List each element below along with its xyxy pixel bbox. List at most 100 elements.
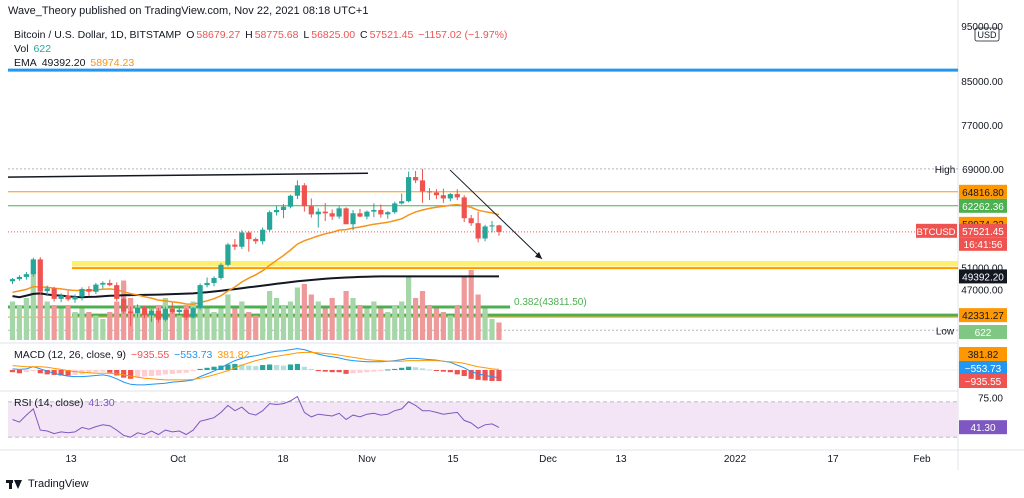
macd-hist-bar [412, 367, 419, 370]
volume-bar [225, 294, 231, 340]
volume-bar [392, 305, 398, 340]
volume-bar [308, 294, 314, 340]
price-label-box [959, 161, 1007, 176]
macd-signal-line [12, 351, 500, 381]
volume-bar [280, 305, 287, 340]
ema-fast-line [12, 203, 500, 306]
price-axis-tick: 95000.00 [961, 22, 1003, 33]
candle-body [419, 180, 426, 192]
tradingview-logo-icon [6, 478, 22, 490]
time-axis-tick: Feb [913, 454, 931, 465]
symbol-label-box [916, 223, 957, 238]
price-axis-tick: 51000.00 [961, 264, 1003, 275]
macd-hist-bar [385, 369, 391, 371]
volume-bar [79, 308, 85, 340]
volume-bar [9, 301, 16, 340]
volume-bar [190, 301, 196, 340]
volume-bar [16, 305, 23, 340]
macd-hist-bar [280, 365, 287, 370]
macd-hist-bar [447, 370, 453, 373]
candle-body [9, 279, 16, 282]
fib-0382-label: 0.382(43811.50) [514, 297, 587, 308]
macd-hist-bar [419, 368, 426, 370]
candle-body [134, 307, 141, 314]
rsi-line [12, 395, 500, 438]
candle-body [30, 259, 36, 275]
ema-slow-value: 49392.20 [41, 57, 86, 69]
rsi-legend: RSI (14, close) 41.30 [14, 397, 117, 409]
volume-bar [301, 284, 307, 340]
volume-bar [496, 322, 502, 340]
candle-body [454, 194, 460, 198]
volume-label: Vol [14, 43, 29, 55]
candle-body [392, 203, 398, 213]
candle-body [343, 208, 349, 225]
volume-bar [169, 312, 175, 340]
candle-body [148, 310, 155, 316]
macd-hist-bar [190, 370, 196, 372]
volume-bar [461, 277, 467, 340]
low-label: L [303, 29, 310, 41]
volume-bar [489, 319, 495, 340]
close-label: C [359, 29, 368, 41]
time-axis-tick: Oct [170, 454, 186, 465]
macd-hist-bar [273, 365, 280, 370]
candle-body [461, 197, 467, 219]
macd-hist-bar [23, 370, 29, 373]
volume-bar [364, 308, 370, 340]
macd-hist-bar [9, 370, 16, 373]
volume-bar [155, 305, 162, 340]
candle-body [121, 298, 127, 312]
candle-body [239, 232, 245, 247]
candle-body [79, 288, 85, 297]
macd-line [12, 348, 500, 386]
candle-body [273, 209, 280, 213]
candle-body [37, 259, 43, 292]
footer-brand[interactable]: TradingView [6, 478, 89, 490]
macd-hist-bar [392, 368, 398, 370]
candle-body [475, 223, 481, 239]
volume-bar [447, 315, 453, 340]
price-label-box [959, 269, 1007, 284]
volume-bar [378, 308, 384, 340]
macd-hist-bar [93, 370, 99, 373]
symbol-legend: Bitcoin / U.S. Dollar, 1D, BITSTAMP O 586… [14, 29, 509, 41]
price-axis-tick: 77000.00 [961, 121, 1003, 132]
volume-bar [350, 298, 356, 340]
open-value: 58679.27 [196, 29, 241, 41]
macd-hist-bar [322, 370, 328, 372]
macd-hist-bar [51, 370, 57, 375]
volume-bar [148, 308, 155, 340]
macd-hist-bar [350, 370, 356, 374]
candle-body [232, 244, 238, 247]
candle-body [482, 226, 488, 239]
upper-trendline [7, 172, 369, 178]
volume-bar [107, 312, 113, 340]
ema-fast-value: 58974.23 [90, 57, 135, 69]
macd-hist-bar [406, 366, 412, 370]
macd-hist-bar [30, 370, 36, 372]
macd-hist-bar [253, 366, 259, 370]
candle-body [350, 213, 356, 225]
price-label-value: 57521.45 [962, 227, 1004, 238]
high-value: 58775.68 [254, 29, 299, 41]
time-axis-tick: Dec [539, 454, 557, 465]
symbol-label: BTCUSD [916, 227, 955, 238]
price-label-value: 49392.20 [962, 272, 1004, 283]
macd-hist-bar [294, 363, 301, 370]
macd-line-value: −553.73 [174, 349, 213, 361]
volume-bar [440, 312, 446, 340]
candle-body [364, 211, 370, 217]
macd-hist-bar [426, 369, 433, 371]
macd-hist-bar [357, 370, 363, 373]
volume-bar [23, 298, 29, 340]
volume-bar [343, 291, 349, 340]
volume-bar [315, 301, 321, 340]
volume-bar [454, 305, 460, 340]
macd-hist-bar [315, 370, 321, 372]
candle-body [197, 285, 203, 309]
price-label-box [959, 308, 1007, 323]
macd-hist-bar [16, 370, 23, 374]
candle-body [51, 288, 57, 299]
